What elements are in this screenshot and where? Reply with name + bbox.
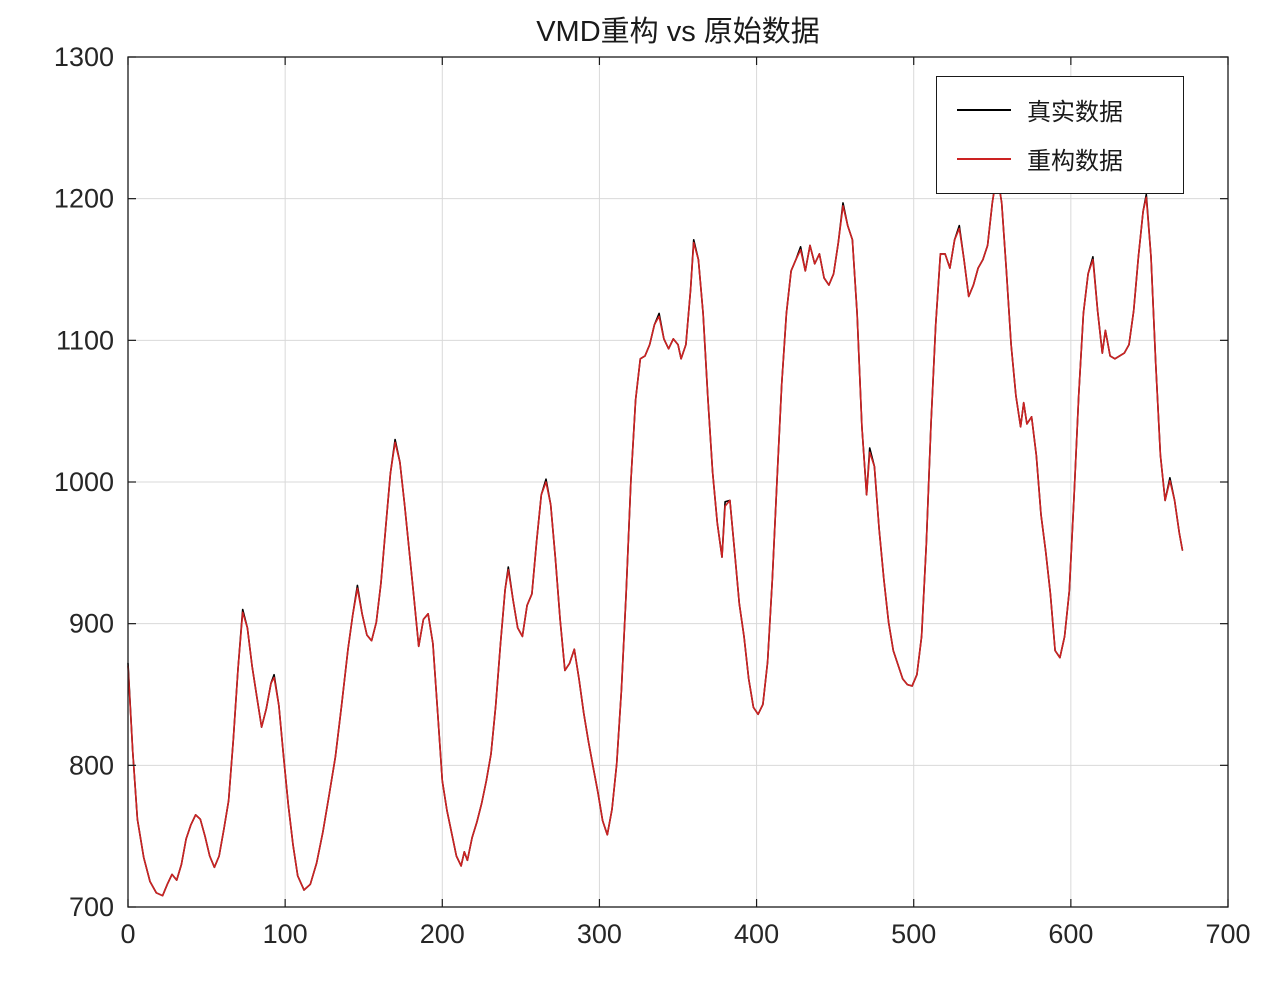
legend-entry-real: 真实数据 xyxy=(937,85,1183,134)
y-tick-label: 800 xyxy=(69,750,114,780)
chart-title: VMD重构 vs 原始数据 xyxy=(536,16,820,48)
x-tick-label: 100 xyxy=(263,919,308,949)
legend-entry-reconstructed: 重构数据 xyxy=(937,134,1183,183)
series-line-reconstructed xyxy=(127,173,1184,897)
y-tick-label: 1200 xyxy=(54,184,114,214)
x-tick-label: 700 xyxy=(1205,919,1250,949)
x-tick-label: 400 xyxy=(734,919,779,949)
legend-line-reconstructed xyxy=(957,157,1011,160)
y-tick-label: 700 xyxy=(69,892,114,922)
x-tick-label: 500 xyxy=(891,919,936,949)
x-tick-label: 0 xyxy=(120,919,135,949)
legend-line-real xyxy=(957,108,1011,111)
y-tick-label: 1100 xyxy=(56,325,114,355)
legend: 真实数据 重构数据 xyxy=(936,76,1184,194)
legend-label-reconstructed: 重构数据 xyxy=(1027,148,1123,175)
y-tick-label: 1000 xyxy=(54,467,114,497)
x-tick-label: 200 xyxy=(420,919,465,949)
y-tick-label: 900 xyxy=(69,609,114,639)
legend-label-real: 真实数据 xyxy=(1027,99,1123,126)
x-tick-label: 600 xyxy=(1048,919,1093,949)
y-tick-label: 1300 xyxy=(54,42,114,72)
x-tick-label: 300 xyxy=(577,919,622,949)
